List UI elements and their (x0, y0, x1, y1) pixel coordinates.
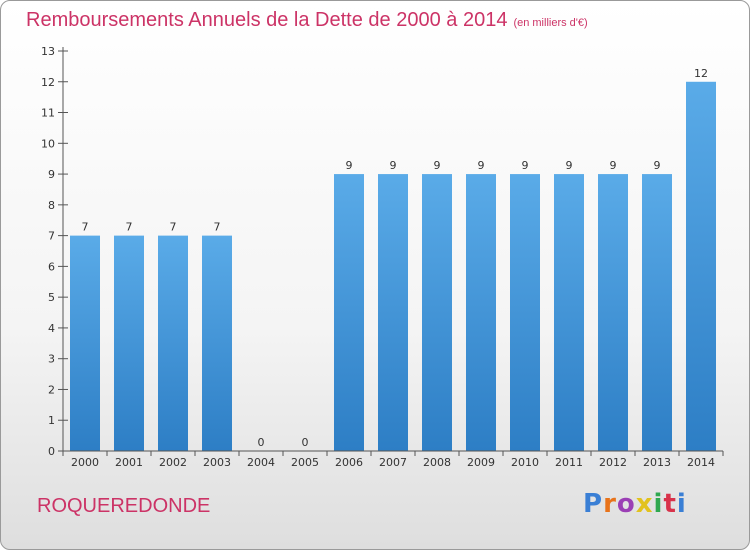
x-tick-label-2012: 2012 (599, 456, 627, 469)
bar-2001 (114, 235, 144, 451)
value-label-2006: 9 (346, 159, 353, 172)
y-tick-label: 12 (41, 76, 55, 89)
bar-2009 (466, 174, 496, 452)
value-label-2004: 0 (258, 436, 265, 449)
proxiti-logo[interactable]: Proxiti (583, 489, 687, 519)
value-label-2002: 7 (170, 221, 177, 234)
bar-2003 (202, 235, 232, 451)
x-axis: 2000 2001 2002 2003 2004 2005 2006 2007 2008 2009… (62, 450, 724, 469)
value-label-2000: 7 (82, 221, 89, 234)
y-tick-label: 5 (48, 291, 55, 304)
y-tick-label: 3 (48, 353, 55, 366)
y-tick-label: 10 (41, 137, 55, 150)
value-label-2013: 9 (654, 159, 661, 172)
logo-letter: P (583, 489, 604, 519)
value-label-2007: 9 (390, 159, 397, 172)
y-tick-label: 11 (41, 107, 55, 120)
chart-units: (en milliers d'€) (513, 17, 588, 29)
x-tick-label-2014: 2014 (687, 456, 715, 469)
bar-2007 (378, 174, 408, 452)
x-tick-label-2011: 2011 (555, 456, 583, 469)
x-tick-label-2010: 2010 (511, 456, 539, 469)
y-tick-label: 1 (48, 414, 55, 427)
y-tick-label: 8 (48, 199, 55, 212)
logo-letter: i (676, 489, 687, 519)
value-label-2011: 9 (566, 159, 573, 172)
value-label-2010: 9 (522, 159, 529, 172)
bar-2014 (686, 81, 716, 452)
x-tick-label-2005: 2005 (291, 456, 319, 469)
y-tick-label: 9 (48, 168, 55, 181)
x-tick-label-2000: 2000 (71, 456, 99, 469)
x-tick-label-2006: 2006 (335, 456, 363, 469)
commune-name: ROQUEREDONDE (37, 495, 211, 517)
value-label-2003: 7 (214, 221, 221, 234)
value-label-2005: 0 (302, 436, 309, 449)
x-tick-label-2001: 2001 (115, 456, 143, 469)
bar-2010 (510, 174, 540, 452)
x-tick-label-2008: 2008 (423, 456, 451, 469)
y-tick-label: 7 (48, 230, 55, 243)
bar-2012 (598, 174, 628, 452)
x-tick-label-2003: 2003 (203, 456, 231, 469)
value-label-2009: 9 (478, 159, 485, 172)
bar-2011 (554, 174, 584, 452)
x-tick-label-2009: 2009 (467, 456, 495, 469)
y-tick-label: 13 (41, 45, 55, 58)
logo-letter: r (603, 489, 617, 519)
logo-letter: t (663, 489, 677, 519)
y-tick-label: 0 (48, 445, 55, 458)
bar-2006 (334, 174, 364, 452)
bar-2008 (422, 174, 452, 452)
x-tick-label-2013: 2013 (643, 456, 671, 469)
y-tick-label: 2 (48, 383, 55, 396)
value-label-2001: 7 (126, 221, 133, 234)
y-tick-label: 6 (48, 260, 55, 273)
chart-title-text: Remboursements Annuels de la Dette de 20… (26, 9, 508, 31)
logo-letter: i (653, 489, 664, 519)
bar-2013 (642, 174, 672, 452)
chart-title: Remboursements Annuels de la Dette de 20… (26, 9, 588, 32)
x-tick-label-2004: 2004 (247, 456, 275, 469)
bar-2002 (158, 235, 188, 451)
value-label-2012: 9 (610, 159, 617, 172)
logo-letter: o (616, 489, 636, 519)
x-tick-label-2002: 2002 (159, 456, 187, 469)
logo-letter: x (635, 489, 654, 519)
bars: 7 7 7 7 0 0 9 9 9 9 9 9 9 9 12 (70, 67, 716, 452)
value-label-2014: 12 (694, 67, 708, 80)
value-label-2008: 9 (434, 159, 441, 172)
x-tick-label-2007: 2007 (379, 456, 407, 469)
bar-2000 (70, 235, 100, 451)
y-tick-label: 4 (48, 322, 55, 335)
